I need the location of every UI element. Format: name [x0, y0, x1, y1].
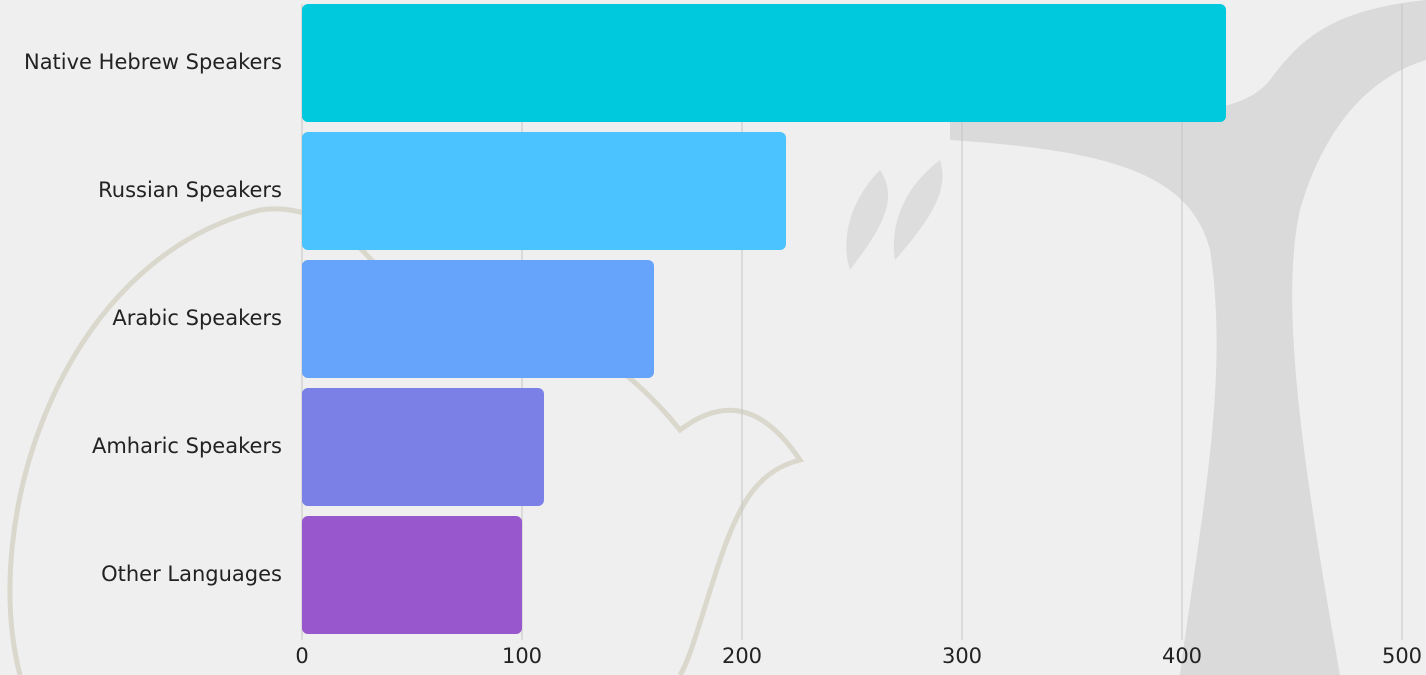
bar — [302, 516, 522, 634]
x-tick-label: 400 — [1162, 644, 1202, 668]
bars — [302, 4, 1226, 634]
y-tick-label: Arabic Speakers — [112, 306, 282, 330]
x-tick-label: 200 — [722, 644, 762, 668]
x-tick-label: 500 — [1382, 644, 1422, 668]
y-tick-label: Russian Speakers — [98, 178, 282, 202]
x-tick-label: 100 — [502, 644, 542, 668]
x-tick-label: 300 — [942, 644, 982, 668]
y-tick-label: Other Languages — [101, 562, 282, 586]
bar — [302, 4, 1226, 122]
bar — [302, 388, 544, 506]
labels: 0 100 200 300 400 500 Native Hebrew Speakers Ru… — [24, 50, 1422, 668]
y-tick-label: Amharic Speakers — [92, 434, 282, 458]
y-tick-label: Native Hebrew Speakers — [24, 50, 282, 74]
bar — [302, 132, 786, 250]
x-tick-label: 0 — [295, 644, 308, 668]
bar — [302, 260, 654, 378]
